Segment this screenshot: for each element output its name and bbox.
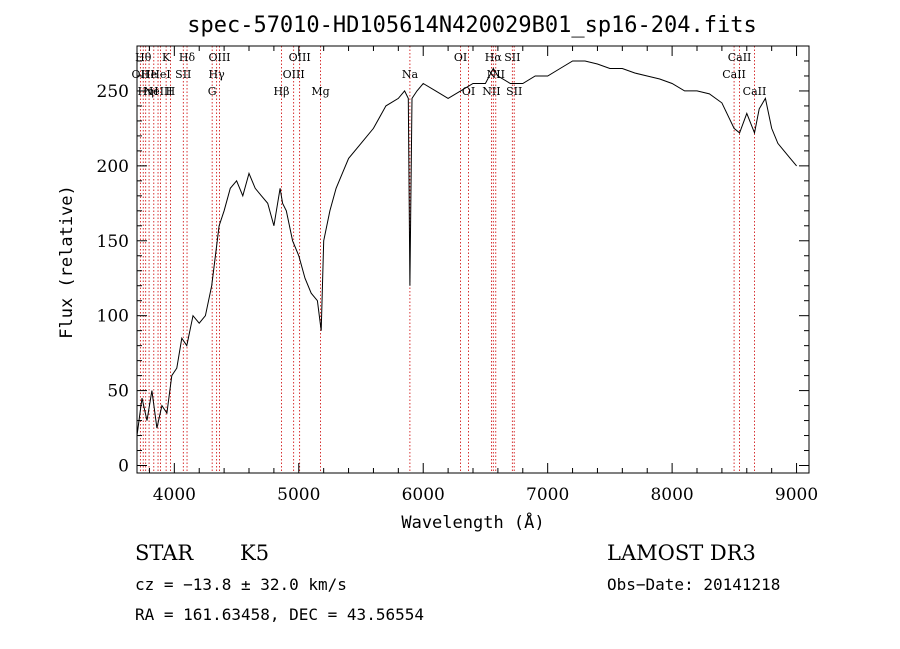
- plot-axes: [136, 45, 810, 474]
- spectral-line-label: SII: [504, 51, 520, 64]
- spectral-line-label: H: [149, 85, 159, 98]
- spectral-line-label: Na: [402, 68, 419, 81]
- spectral-line-label: Hβ: [274, 85, 290, 98]
- x-tick-label: 4000: [153, 485, 196, 505]
- y-tick-label: 100: [97, 307, 129, 327]
- plot-frame: [136, 45, 810, 474]
- spectral-line-label: HeI: [150, 68, 170, 81]
- spectral-line-label: Hδ: [179, 51, 196, 64]
- spectral-line-label: OIII: [289, 51, 311, 64]
- y-axis-label: Flux (relative): [57, 185, 77, 339]
- redshift-text: cz = −13.8 ± 32.0 km/s: [135, 575, 347, 594]
- spectral-line-label: OIII: [208, 51, 230, 64]
- spectrum-line: [136, 60, 797, 436]
- x-tick-label: 5000: [277, 485, 320, 505]
- x-tick-label: 8000: [650, 485, 693, 505]
- obs-date: Obs−Date: 20141218: [607, 575, 780, 594]
- spectral-subclass: K5: [240, 541, 269, 565]
- y-tick-label: 200: [97, 157, 129, 177]
- y-tick-label: 50: [107, 382, 129, 402]
- spectrum-series: [136, 60, 797, 436]
- spectral-line-label: CaII: [728, 51, 752, 64]
- spectral-line-label: OI: [462, 85, 475, 98]
- spectral-line-label: H: [166, 85, 176, 98]
- spectral-line-label: OI: [454, 51, 467, 64]
- spectral-line-label: G: [208, 85, 217, 98]
- spectral-line-label: OIII: [283, 68, 305, 81]
- spectral-line-label: Hη: [138, 85, 154, 98]
- spectral-line-label: NII: [482, 85, 500, 98]
- y-tick-label: 150: [97, 232, 129, 252]
- spectral-line-label: K: [162, 51, 171, 64]
- spectral-line-label: SII: [175, 68, 191, 81]
- spectral-line-markers: [139, 46, 755, 473]
- chart-title: spec-57010-HD105614N420029B01_sp16-204.f…: [187, 13, 757, 38]
- spectral-line-label: Hα: [485, 51, 503, 64]
- spectral-line-label: OII: [132, 68, 150, 81]
- coordinates: RA = 161.63458, DEC = 43.56554: [135, 605, 424, 624]
- x-axis-label: Wavelength (Å): [401, 511, 544, 533]
- spectral-line-label: SII: [506, 85, 522, 98]
- y-tick-label: 0: [118, 457, 129, 477]
- x-tick-label: 9000: [775, 485, 818, 505]
- spectral-line-label: He: [141, 68, 157, 81]
- y-tick-label: 250: [97, 82, 129, 102]
- spectral-line-label: Mg: [311, 85, 329, 98]
- survey-name: LAMOST DR3: [607, 541, 756, 565]
- spectral-line-label: CaII: [743, 85, 767, 98]
- x-tick-label: 7000: [526, 485, 569, 505]
- spectral-line-label: Hθ: [135, 51, 152, 64]
- object-class: STAR: [135, 541, 194, 565]
- spectral-line-label: CaII: [722, 68, 746, 81]
- spectral-line-label: Hγ: [209, 68, 226, 81]
- spectral-line-label: NeIII: [143, 85, 172, 98]
- x-tick-label: 6000: [402, 485, 445, 505]
- axis-ticks: 4000 5000 6000 7000 8000 9000 0 50 100 150 200 250: [97, 46, 818, 505]
